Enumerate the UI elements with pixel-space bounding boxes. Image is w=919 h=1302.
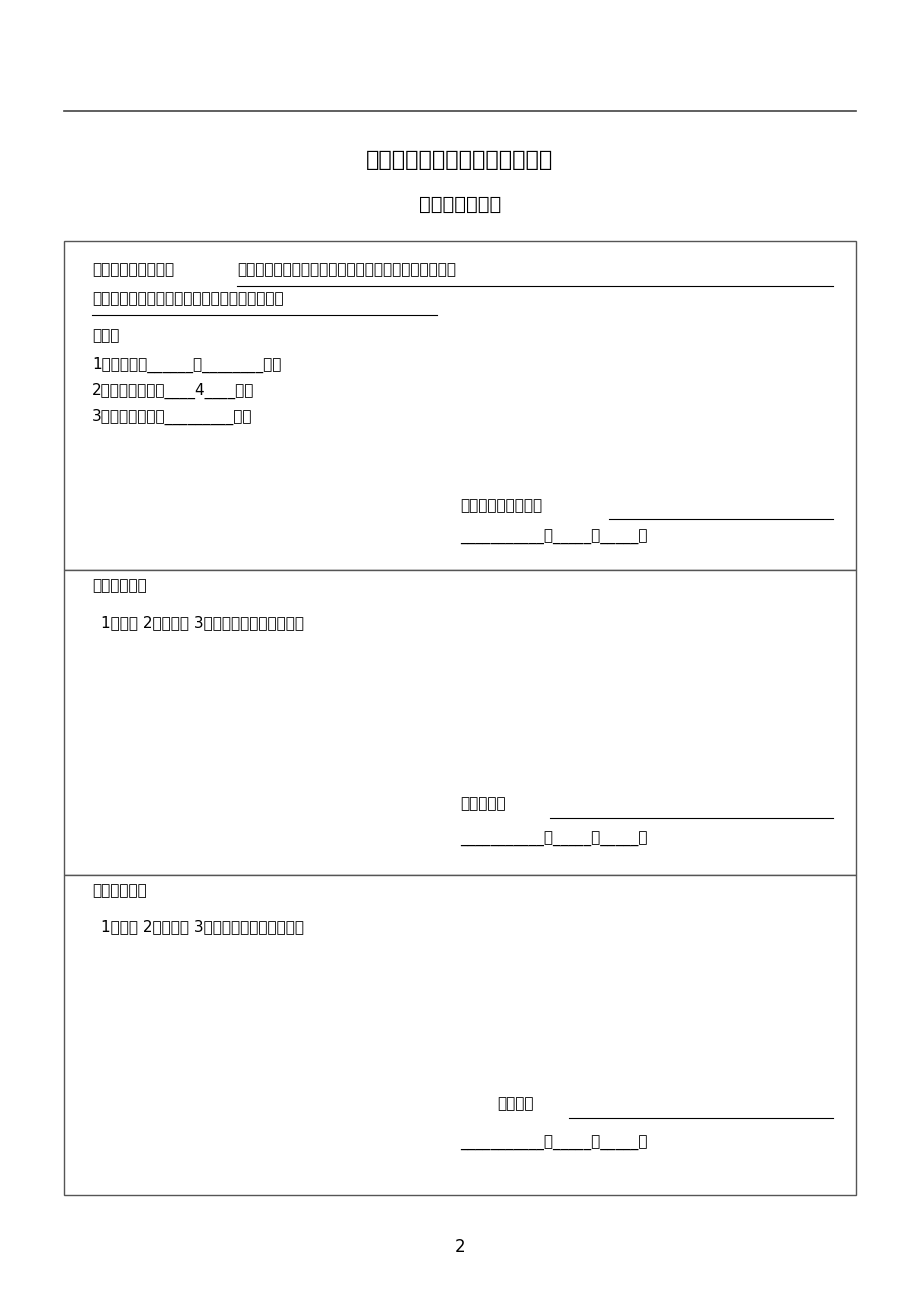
Text: 工程项目的监理规划的编制，请公司予以审批。: 工程项目的监理规划的编制，请公司予以审批。 <box>92 290 283 306</box>
Text: 1、同意 2、不同意 3、请按以下内容进行补充: 1、同意 2、不同意 3、请按以下内容进行补充 <box>101 919 304 935</box>
Text: 我监理项目部已完成: 我监理项目部已完成 <box>92 262 174 277</box>
Text: 3、项目特征资料_________份；: 3、项目特征资料_________份； <box>92 409 252 424</box>
Text: 付总工程师: 付总工程师 <box>460 796 505 811</box>
Text: 附件：: 附件： <box>92 328 119 344</box>
Bar <box>64 570 855 875</box>
Text: 批准人意见：: 批准人意见： <box>92 883 147 898</box>
Text: 2、监理委托合同____4____份；: 2、监理委托合同____4____份； <box>92 383 254 398</box>
Text: 2: 2 <box>454 1238 465 1256</box>
Text: ___________年_____月_____日: ___________年_____月_____日 <box>460 1135 647 1151</box>
Text: 审核人意见：: 审核人意见： <box>92 578 147 594</box>
Bar <box>64 875 855 1195</box>
Text: 项目总监理工程师：: 项目总监理工程师： <box>460 497 541 513</box>
Text: ___________年_____月_____日: ___________年_____月_____日 <box>460 832 647 848</box>
Text: 1、设计文件______套________张；: 1、设计文件______套________张； <box>92 357 281 372</box>
Text: ___________年_____月_____日: ___________年_____月_____日 <box>460 530 647 546</box>
Bar <box>64 241 855 570</box>
Text: 监理规划审批表: 监理规划审批表 <box>418 195 501 214</box>
Text: 总工程师: 总工程师 <box>496 1096 533 1112</box>
Text: 上海应用技术学院奉贤新校区一期学生食堂、工训中心: 上海应用技术学院奉贤新校区一期学生食堂、工训中心 <box>237 262 456 277</box>
Text: 1、同意 2、比同意 3、请按以下内容进行补充: 1、同意 2、比同意 3、请按以下内容进行补充 <box>101 615 304 630</box>
Text: 上海安正建设管理咨询有限公司: 上海安正建设管理咨询有限公司 <box>366 150 553 171</box>
